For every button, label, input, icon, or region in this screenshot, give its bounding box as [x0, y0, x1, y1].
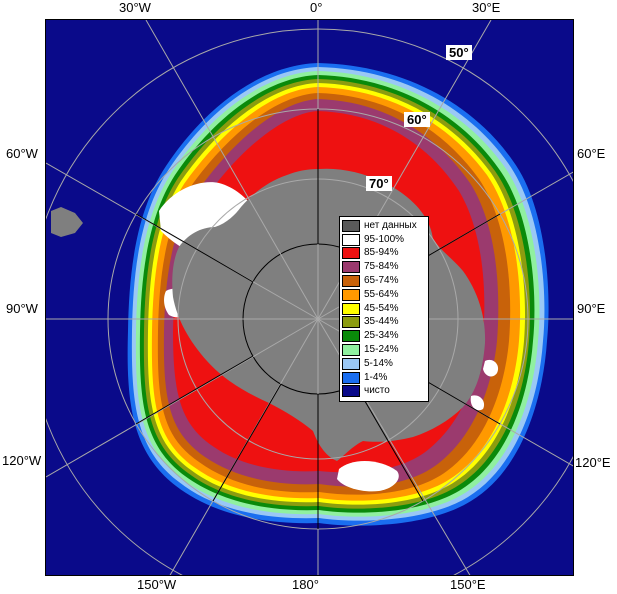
legend-swatch	[342, 233, 360, 246]
legend-item: 75-84%	[342, 260, 426, 274]
legend-swatch	[342, 261, 360, 274]
ice-patch-95-100-south	[337, 460, 399, 492]
legend-item: 35-44%	[342, 316, 426, 330]
legend-item: нет данных	[342, 219, 426, 233]
lat-label-60: 60°	[404, 112, 430, 127]
label-0-top: 0°	[310, 0, 323, 15]
label-60e-right: 60°E	[577, 146, 606, 161]
sea-ice-map	[46, 20, 573, 575]
meridians-inner	[135, 109, 501, 529]
legend-label: чисто	[364, 385, 390, 397]
legend-label: 95-100%	[364, 233, 405, 245]
meridian-inner-60w	[135, 213, 254, 283]
label-120w-left: 120°W	[2, 453, 42, 468]
legend-item: чисто	[342, 385, 426, 399]
legend-item: 55-64%	[342, 288, 426, 302]
legend-item: 25-34%	[342, 329, 426, 343]
map-frame: 50° 60° 70°	[45, 19, 574, 576]
legend-label: 5-14%	[364, 357, 393, 369]
label-90e-right: 90°E	[577, 301, 606, 316]
legend-item: 15-24%	[342, 343, 426, 357]
legend-label: 35-44%	[364, 316, 399, 328]
label-90w-left: 90°W	[6, 301, 38, 316]
legend-item: 45-54%	[342, 302, 426, 316]
legend-swatch	[342, 247, 360, 260]
label-180-bottom: 180°	[292, 577, 319, 592]
label-60w-left: 60°W	[6, 146, 38, 161]
legend-label: 25-34%	[364, 330, 399, 342]
south-america-land	[51, 207, 83, 237]
meridian-inner-150w	[212, 383, 282, 502]
ice-patch-95-100-small2	[483, 359, 499, 377]
legend-label: 65-74%	[364, 275, 399, 287]
legend-swatch	[342, 330, 360, 343]
legend-item: 5-14%	[342, 357, 426, 371]
legend-label: нет данных	[364, 219, 417, 231]
label-150w-bottom: 150°W	[137, 577, 177, 592]
legend-item: 65-74%	[342, 274, 426, 288]
ice-patch-95-100-small3	[470, 395, 485, 411]
legend-swatch	[342, 302, 360, 315]
legend-label: 55-64%	[364, 288, 399, 300]
legend-swatch	[342, 288, 360, 301]
legend-swatch	[342, 344, 360, 357]
legend-swatch	[342, 219, 360, 232]
label-150e-bottom: 150°E	[450, 577, 486, 592]
meridian-30w	[145, 20, 319, 320]
meridian-120w	[46, 318, 319, 478]
legend-swatch	[342, 371, 360, 384]
label-30e-top: 30°E	[472, 0, 501, 15]
meridian-inner-120w	[135, 355, 254, 425]
legend-item: 85-94%	[342, 247, 426, 261]
meridian-inner-150e	[354, 383, 424, 502]
label-30w-top: 30°W	[119, 0, 151, 15]
label-120e-right: 120°E	[575, 455, 611, 470]
legend-label: 75-84%	[364, 261, 399, 273]
legend-swatch	[342, 316, 360, 329]
legend-label: 1-4%	[364, 371, 388, 383]
lat-label-50: 50°	[446, 45, 472, 60]
legend-label: 15-24%	[364, 344, 399, 356]
legend: нет данных 95-100% 85-94% 75-84% 65-74% …	[339, 216, 429, 402]
legend-item: 95-100%	[342, 233, 426, 247]
legend-swatch	[342, 385, 360, 398]
lat-label-70: 70°	[366, 176, 392, 191]
legend-label: 45-54%	[364, 302, 399, 314]
legend-item: 1-4%	[342, 371, 426, 385]
legend-label: 85-94%	[364, 247, 399, 259]
legend-swatch	[342, 275, 360, 288]
legend-swatch	[342, 357, 360, 370]
